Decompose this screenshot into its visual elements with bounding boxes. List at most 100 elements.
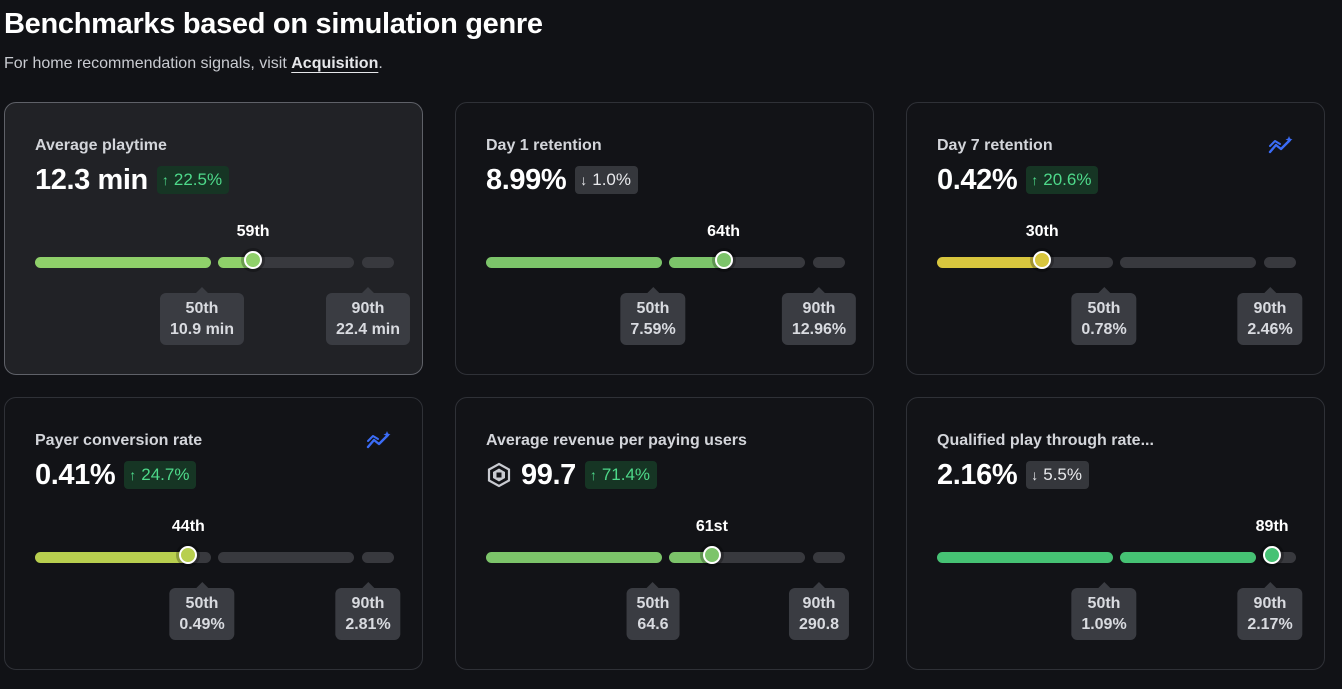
acquisition-link[interactable]: Acquisition: [291, 55, 379, 72]
metric-value: 0.42%: [937, 163, 1018, 196]
change-value: 5.5%: [1043, 465, 1082, 484]
p50-marker: 50th 1.09%: [1071, 582, 1137, 640]
change-badge: ↑ 20.6%: [1026, 166, 1099, 194]
p50-value: 64.6: [637, 616, 669, 633]
benchmark-card-1[interactable]: Average playtime 12.3 min ↑ 22.5% 59th 5…: [4, 102, 423, 375]
percentile-label: 30th: [1025, 223, 1059, 240]
percentile-marker[interactable]: [1033, 251, 1052, 269]
percentile-label: 64th: [707, 223, 741, 240]
p90-label: 90th: [1253, 300, 1287, 317]
metric-label: Average revenue per paying users: [486, 432, 747, 449]
change-value: 24.7%: [141, 465, 190, 484]
change-badge: ↑ 71.4%: [584, 461, 658, 489]
p50-marker: 50th 0.78%: [1071, 287, 1137, 345]
p50-value: 1.09%: [1081, 616, 1127, 633]
p50-label: 50th: [1087, 595, 1121, 612]
benchmark-card-6[interactable]: Qualified play through rate... 2.16% ↓ 5…: [906, 397, 1325, 670]
p90-label: 90th: [351, 300, 385, 317]
value-row: 8.99% ↓ 1.0%: [486, 163, 638, 197]
percentile-marker[interactable]: [244, 251, 263, 269]
percentile-label: 89th: [1255, 518, 1289, 535]
change-value: 22.5%: [173, 170, 223, 189]
benchmark-card-4[interactable]: Payer conversion rate 0.41% ↑ 24.7% 44th…: [4, 397, 423, 670]
metric-value: 8.99%: [486, 163, 567, 196]
change-arrow-icon: ↓: [580, 172, 588, 188]
p50-value: 0.49%: [179, 616, 225, 633]
benchmark-card-3[interactable]: Day 7 retention 0.42% ↑ 20.6% 30th 50th …: [906, 102, 1325, 375]
metric-value: 99.7: [521, 458, 576, 491]
benchmark-grid: Average playtime 12.3 min ↑ 22.5% 59th 5…: [4, 102, 1328, 672]
percentile-marker[interactable]: [714, 251, 733, 269]
benchmark-card-5[interactable]: Average revenue per paying users 99.7 ↑ …: [455, 397, 874, 670]
benchmark-bar-segment-mid: [669, 552, 805, 563]
value-row: 12.3 min ↑ 22.5%: [35, 163, 230, 197]
benchmark-card-2[interactable]: Day 1 retention 8.99% ↓ 1.0% 64th 50th 7…: [455, 102, 874, 375]
change-badge: ↑ 22.5%: [156, 166, 230, 194]
benchmark-bar-segment-mid: [218, 257, 354, 268]
benchmark-bar-segment-high: [1264, 257, 1296, 268]
metric-label: Qualified play through rate...: [937, 432, 1154, 449]
metric-label: Payer conversion rate: [35, 432, 203, 449]
sparkle-trend-icon[interactable]: [1268, 135, 1294, 155]
change-arrow-icon: ↑: [129, 467, 137, 483]
p90-marker: 90th 2.17%: [1237, 582, 1303, 640]
benchmark-bar-segment-mid: [669, 257, 805, 268]
percentile-marker[interactable]: [702, 546, 721, 564]
metric-label: Day 1 retention: [486, 137, 602, 154]
value-row: 0.42% ↑ 20.6%: [937, 163, 1099, 197]
change-value: 1.0%: [592, 170, 631, 189]
subtitle-text: For home recommendation signals, visit: [4, 55, 292, 72]
change-value: 20.6%: [1043, 170, 1092, 189]
percentile-label: 59th: [236, 223, 270, 240]
p90-marker: 90th 12.96%: [781, 287, 857, 345]
p90-label: 90th: [802, 595, 836, 612]
p90-marker: 90th 2.46%: [1237, 287, 1303, 345]
benchmark-bar-segment-mid: [1120, 552, 1256, 563]
benchmark-bar-segment-low: [937, 257, 1113, 268]
change-arrow-icon: ↑: [1031, 172, 1039, 188]
page-subtitle: For home recommendation signals, visit A…: [4, 55, 383, 73]
metric-label: Day 7 retention: [937, 137, 1053, 154]
benchmark-bar-segment-high: [362, 552, 394, 563]
p90-value: 2.17%: [1247, 616, 1293, 633]
p50-label: 50th: [1087, 300, 1121, 317]
benchmark-bar-segment-high: [362, 257, 394, 268]
metric-value: 12.3 min: [35, 163, 148, 196]
benchmark-bar-segment-low: [35, 552, 211, 563]
page-title: Benchmarks based on simulation genre: [4, 8, 543, 40]
value-row: 99.7 ↑ 71.4%: [486, 458, 658, 492]
change-arrow-icon: ↑: [161, 172, 169, 188]
p90-marker: 90th 2.81%: [335, 582, 401, 640]
p50-marker: 50th 0.49%: [169, 582, 235, 640]
percentile-label: 61st: [695, 518, 728, 535]
p90-label: 90th: [802, 300, 836, 317]
p50-value: 0.78%: [1081, 321, 1127, 338]
p90-label: 90th: [1253, 595, 1287, 612]
p50-label: 50th: [636, 300, 670, 317]
robux-icon: [487, 462, 511, 488]
change-arrow-icon: ↑: [589, 467, 597, 483]
p90-marker: 90th 22.4 min: [325, 287, 411, 345]
p90-value: 290.8: [798, 616, 840, 633]
benchmark-bar-segment-low: [937, 552, 1113, 563]
p50-marker: 50th 7.59%: [620, 287, 686, 345]
change-badge: ↓ 1.0%: [575, 166, 638, 194]
change-badge: ↓ 5.5%: [1026, 461, 1089, 489]
benchmark-bar-segment-low: [35, 257, 211, 268]
percentile-label: 44th: [171, 518, 205, 535]
percentile-marker[interactable]: [179, 546, 198, 564]
sparkle-trend-icon[interactable]: [366, 430, 392, 450]
p90-value: 22.4 min: [335, 321, 401, 338]
p90-label: 90th: [351, 595, 385, 612]
benchmark-bar-segment-low: [486, 552, 662, 563]
change-badge: ↑ 24.7%: [124, 461, 197, 489]
benchmark-bar-segment-high: [813, 552, 845, 563]
subtitle-period: .: [378, 55, 383, 72]
benchmark-bar-segment-mid: [218, 552, 354, 563]
percentile-marker[interactable]: [1263, 546, 1282, 564]
value-row: 2.16% ↓ 5.5%: [937, 458, 1089, 492]
change-arrow-icon: ↓: [1031, 467, 1039, 483]
p50-marker: 50th 64.6: [626, 582, 680, 640]
p50-label: 50th: [185, 300, 219, 317]
p50-label: 50th: [185, 595, 219, 612]
